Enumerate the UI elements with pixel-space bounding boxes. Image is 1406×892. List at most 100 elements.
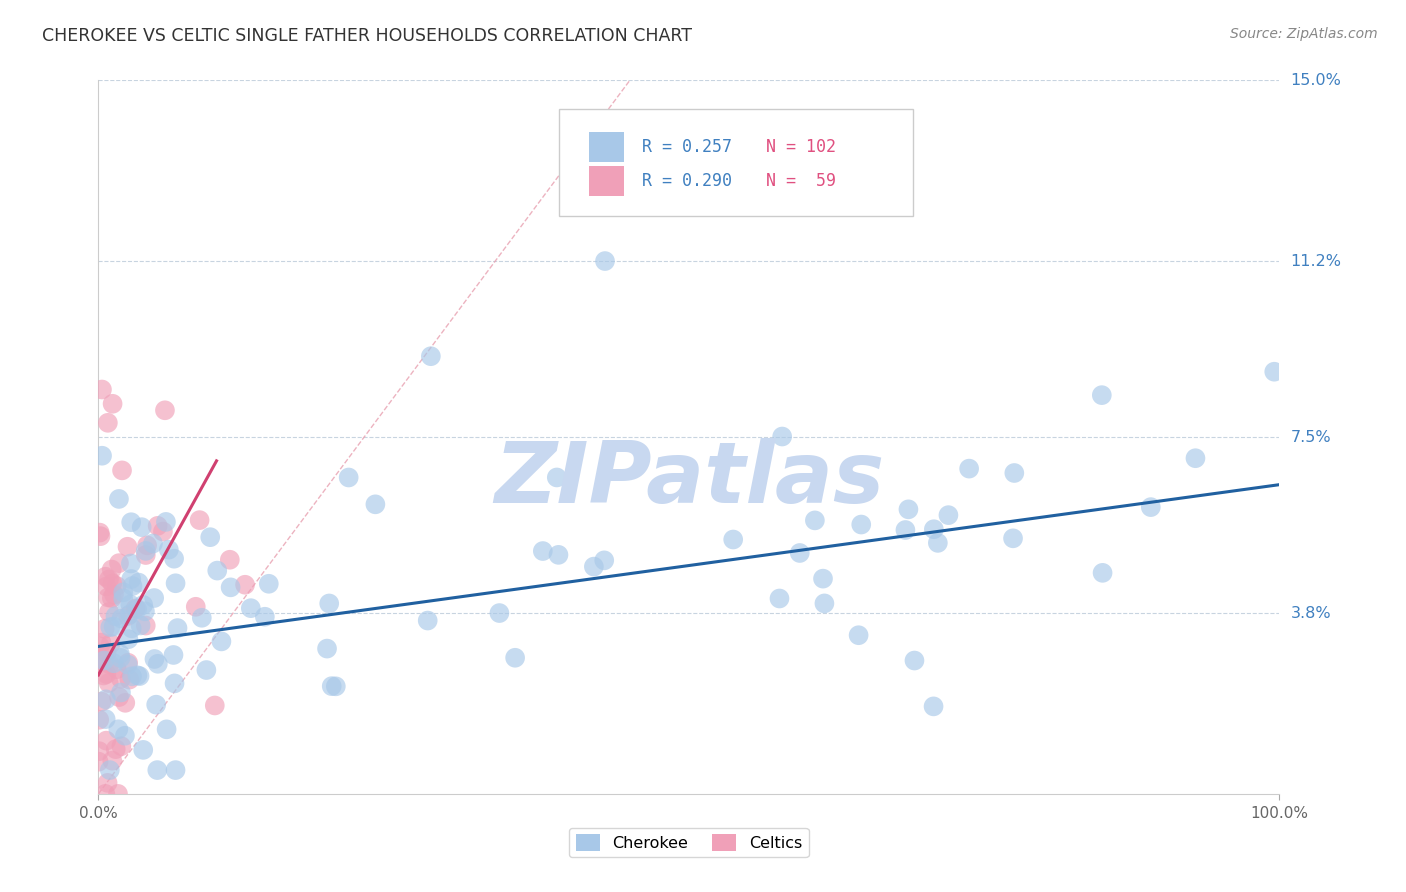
Point	[184, 599, 207, 614]
Point	[364, 497, 387, 511]
Point	[851, 517, 873, 532]
Point	[135, 548, 157, 562]
Point	[789, 546, 811, 560]
Point	[94, 787, 117, 801]
Point	[582, 559, 605, 574]
Point	[488, 606, 510, 620]
Point	[89, 640, 111, 654]
Point	[87, 755, 110, 769]
Point	[98, 763, 121, 777]
Point	[96, 579, 118, 593]
Point	[98, 620, 121, 634]
Point	[136, 538, 159, 552]
Point	[132, 598, 155, 612]
Point	[127, 668, 149, 682]
Point	[90, 652, 112, 666]
Point	[97, 676, 120, 690]
FancyBboxPatch shape	[560, 109, 914, 216]
Point	[101, 754, 124, 768]
Point	[98, 605, 121, 619]
Point	[117, 657, 139, 672]
Point	[253, 609, 276, 624]
Point	[94, 692, 117, 706]
Point	[146, 519, 169, 533]
Point	[117, 656, 139, 670]
Text: Source: ZipAtlas.com: Source: ZipAtlas.com	[1230, 27, 1378, 41]
Point	[111, 463, 134, 477]
Point	[121, 621, 143, 635]
Point	[546, 470, 568, 484]
Point	[927, 536, 949, 550]
Point	[191, 611, 214, 625]
Point	[108, 556, 131, 570]
Point	[128, 669, 150, 683]
Point	[163, 551, 186, 566]
Point	[894, 523, 917, 537]
Point	[135, 618, 157, 632]
FancyBboxPatch shape	[589, 166, 624, 196]
Point	[108, 491, 131, 506]
Point	[96, 733, 118, 747]
Point	[120, 607, 142, 622]
Point	[91, 449, 114, 463]
Point	[957, 461, 980, 475]
FancyBboxPatch shape	[589, 132, 624, 162]
Point	[87, 651, 110, 665]
Point	[316, 641, 339, 656]
Point	[108, 647, 131, 661]
Point	[257, 576, 280, 591]
Point	[155, 515, 177, 529]
Point	[188, 513, 211, 527]
Point	[135, 544, 157, 558]
Point	[897, 502, 920, 516]
Point	[89, 525, 111, 540]
Point	[93, 653, 115, 667]
Point	[153, 403, 176, 417]
Text: CHEROKEE VS CELTIC SINGLE FATHER HOUSEHOLDS CORRELATION CHART: CHEROKEE VS CELTIC SINGLE FATHER HOUSEHO…	[42, 27, 692, 45]
Point	[165, 576, 187, 591]
Point	[101, 397, 124, 411]
Point	[143, 652, 166, 666]
Point	[100, 637, 122, 651]
Point	[1139, 500, 1161, 515]
Point	[157, 542, 180, 557]
Point	[117, 608, 139, 623]
Point	[101, 576, 124, 591]
Text: 11.2%: 11.2%	[1291, 253, 1341, 268]
Point	[337, 470, 360, 484]
Point	[96, 667, 118, 681]
Point	[219, 580, 242, 594]
Point	[112, 591, 135, 606]
Point	[105, 579, 128, 593]
Point	[195, 663, 218, 677]
Point	[145, 698, 167, 712]
Point	[152, 524, 174, 539]
Point	[128, 575, 150, 590]
Point	[89, 744, 111, 758]
Point	[93, 668, 115, 682]
Point	[129, 618, 152, 632]
Point	[108, 690, 131, 704]
Point	[110, 672, 132, 686]
Point	[90, 695, 112, 709]
Point	[100, 563, 122, 577]
Point	[134, 604, 156, 618]
Point	[593, 254, 616, 268]
Point	[325, 679, 347, 693]
Point	[419, 349, 441, 363]
Point	[132, 743, 155, 757]
Point	[547, 548, 569, 562]
Point	[239, 601, 262, 615]
Point	[1184, 451, 1206, 466]
Point	[142, 536, 165, 550]
Point	[1091, 566, 1114, 580]
Point	[593, 553, 616, 567]
Point	[218, 553, 240, 567]
Point	[110, 685, 132, 699]
Point	[318, 597, 340, 611]
Point	[96, 646, 118, 660]
Point	[233, 578, 256, 592]
Point	[110, 739, 132, 754]
Point	[97, 591, 120, 605]
Point	[922, 699, 945, 714]
